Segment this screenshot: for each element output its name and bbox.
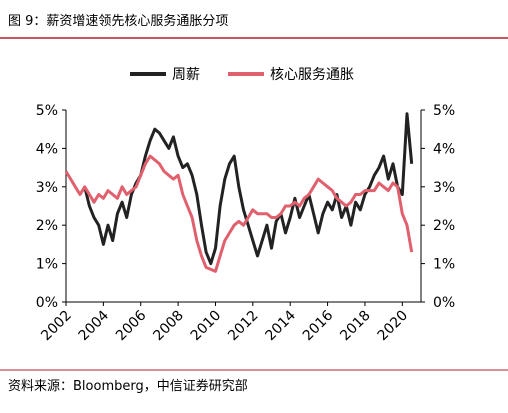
- y2-tick-label: 1%: [433, 257, 455, 273]
- legend-label: 周薪: [172, 67, 200, 83]
- y2-tick-label: 2%: [433, 218, 455, 234]
- y-tick-label: 0%: [36, 295, 58, 311]
- x-tick-label: 2014: [263, 307, 300, 344]
- x-tick-label: 2008: [150, 308, 187, 345]
- x-tick-label: 2020: [375, 308, 412, 345]
- legend-label: 核心服务通胀: [270, 67, 354, 83]
- y2-tick-label: 5%: [433, 103, 455, 119]
- series-line: [64, 154, 414, 273]
- y-tick-label: 5%: [36, 103, 58, 119]
- x-tick-label: 2010: [188, 308, 225, 345]
- source: 资料来源：Bloomberg，中信证券研究部: [8, 378, 248, 394]
- y-tick-label: 3%: [36, 180, 58, 196]
- y-tick-label: 2%: [36, 218, 58, 234]
- y-tick-label: 4%: [36, 141, 58, 157]
- x-tick-label: 2006: [113, 307, 150, 344]
- x-tick-label: 2016: [300, 307, 337, 344]
- x-tick-label: 2002: [38, 308, 75, 345]
- chart-title: 图 9：薪资增速领先核心服务通胀分项: [8, 13, 228, 29]
- y-tick-label: 1%: [36, 257, 58, 273]
- y2-tick-label: 3%: [433, 180, 455, 196]
- x-tick-label: 2004: [76, 307, 113, 344]
- y2-tick-label: 0%: [433, 295, 455, 311]
- x-tick-label: 2018: [337, 308, 374, 345]
- y2-tick-label: 4%: [433, 141, 455, 157]
- x-tick-label: 2012: [225, 308, 262, 345]
